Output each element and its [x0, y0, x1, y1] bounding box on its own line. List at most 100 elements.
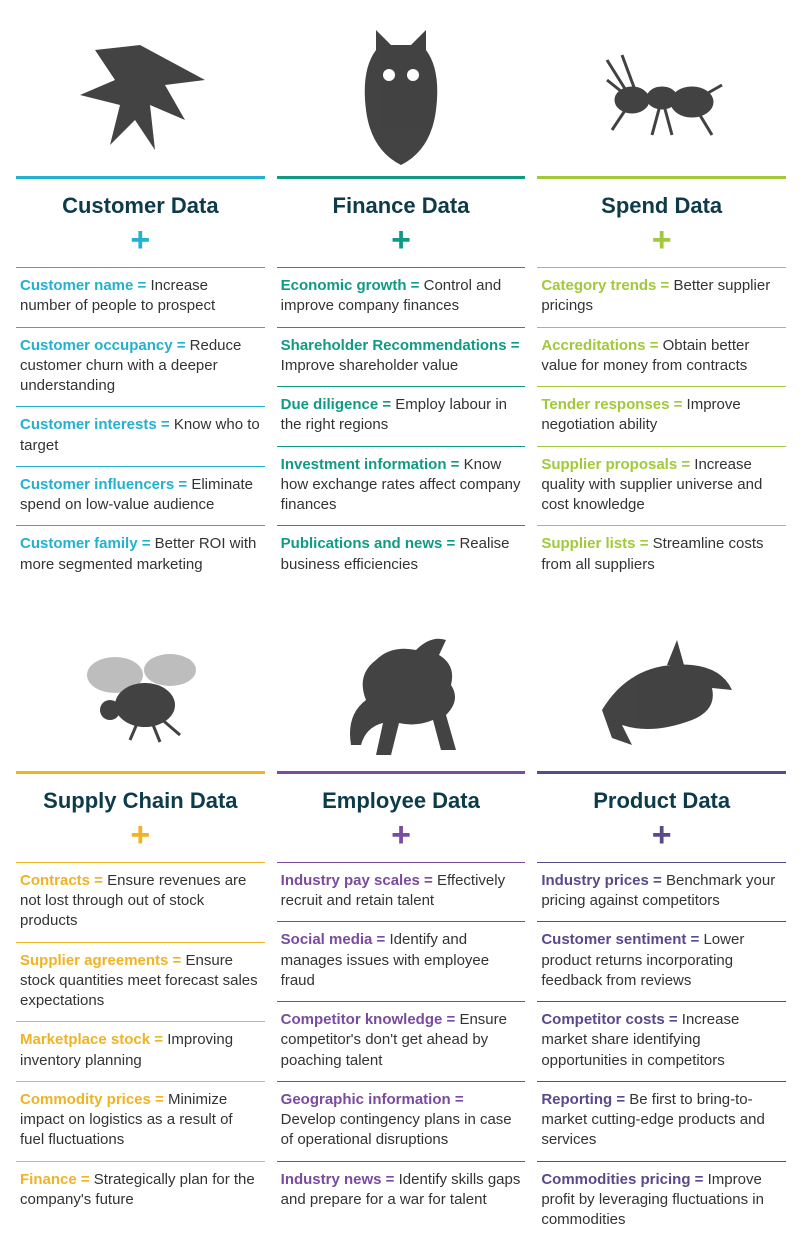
- list-item: Supplier proposals = Increase quality wi…: [537, 446, 786, 526]
- item-list: Economic growth = Control and improve co…: [277, 267, 526, 585]
- list-item: Industry pay scales = Effectively recrui…: [277, 862, 526, 922]
- item-term: Marketplace stock: [20, 1031, 150, 1048]
- item-term: Commodities pricing: [541, 1171, 690, 1188]
- equals-separator: =: [420, 872, 437, 889]
- accent-bar: [277, 771, 526, 774]
- list-item: Industry prices = Benchmark your pricing…: [537, 862, 786, 922]
- item-term: Social media: [281, 931, 373, 948]
- list-item: Investment information = Know how exchan…: [277, 446, 526, 526]
- list-item: Marketplace stock = Improving inventory …: [16, 1021, 265, 1081]
- item-term: Competitor costs: [541, 1011, 664, 1028]
- equals-separator: =: [133, 277, 150, 294]
- equals-separator: =: [407, 277, 424, 294]
- list-item: Customer sentiment = Lower product retur…: [537, 921, 786, 1001]
- plus-icon: +: [16, 818, 265, 852]
- item-term: Geographic information: [281, 1091, 451, 1108]
- list-item: Social media = Identify and manages issu…: [277, 921, 526, 1001]
- item-term: Shareholder Recommendations: [281, 337, 507, 354]
- list-item: Competitor knowledge = Ensure competitor…: [277, 1001, 526, 1081]
- item-term: Competitor knowledge: [281, 1011, 443, 1028]
- equals-separator: =: [442, 1011, 459, 1028]
- equals-separator: =: [90, 872, 107, 889]
- list-item: Shareholder Recommendations = Improve sh…: [277, 327, 526, 387]
- column-customer: Customer Data+Customer name = Increase n…: [16, 20, 265, 585]
- eagle-icon: [16, 20, 265, 170]
- bee-icon: [16, 615, 265, 765]
- accent-bar: [537, 771, 786, 774]
- item-term: Industry pay scales: [281, 872, 420, 889]
- equals-separator: =: [382, 1171, 399, 1188]
- list-item: Commodity prices = Minimize impact on lo…: [16, 1081, 265, 1161]
- equals-separator: =: [150, 1031, 167, 1048]
- column-title: Customer Data: [16, 193, 265, 219]
- equals-separator: =: [646, 337, 663, 354]
- item-desc: Improve shareholder value: [281, 357, 459, 374]
- equals-separator: =: [378, 396, 395, 413]
- equals-separator: =: [174, 476, 191, 493]
- column-finance: Finance Data + Economic growth = Control a…: [277, 20, 526, 585]
- item-term: Finance: [20, 1171, 77, 1188]
- equals-separator: =: [451, 1091, 464, 1108]
- equals-separator: =: [656, 277, 673, 294]
- item-list: Contracts = Ensure revenues are not lost…: [16, 862, 265, 1220]
- list-item: Contracts = Ensure revenues are not lost…: [16, 862, 265, 942]
- list-item: Publications and news = Realise business…: [277, 525, 526, 585]
- item-term: Accreditations: [541, 337, 645, 354]
- column-title: Product Data: [537, 788, 786, 814]
- column-employee: Employee Data + Industry pay scales = Effe…: [277, 615, 526, 1241]
- list-item: Supplier lists = Streamline costs from a…: [537, 525, 786, 585]
- list-item: Finance = Strategically plan for the com…: [16, 1161, 265, 1221]
- list-item: Competitor costs = Increase market share…: [537, 1001, 786, 1081]
- accent-bar: [16, 176, 265, 179]
- list-item: Industry news = Identify skills gaps and…: [277, 1161, 526, 1221]
- equals-separator: =: [157, 416, 174, 433]
- item-term: Commodity prices: [20, 1091, 151, 1108]
- list-item: Customer occupancy = Reduce customer chu…: [16, 327, 265, 407]
- item-list: Category trends = Better supplier pricin…: [537, 267, 786, 585]
- item-term: Supplier proposals: [541, 456, 677, 473]
- item-term: Publications and news: [281, 535, 443, 552]
- item-term: Contracts: [20, 872, 90, 889]
- plus-icon: +: [277, 223, 526, 257]
- equals-separator: =: [138, 535, 155, 552]
- accent-bar: [16, 771, 265, 774]
- item-term: Economic growth: [281, 277, 407, 294]
- plus-icon: +: [537, 818, 786, 852]
- equals-separator: =: [686, 931, 703, 948]
- column-title: Finance Data: [277, 193, 526, 219]
- list-item: Geographic information = Develop conting…: [277, 1081, 526, 1161]
- accent-bar: [277, 176, 526, 179]
- item-term: Industry news: [281, 1171, 382, 1188]
- ant-icon: [537, 20, 786, 170]
- list-item: Category trends = Better supplier pricin…: [537, 267, 786, 327]
- column-title: Supply Chain Data: [16, 788, 265, 814]
- equals-separator: =: [442, 535, 459, 552]
- list-item: Supplier agreements = Ensure stock quant…: [16, 942, 265, 1022]
- equals-separator: =: [447, 456, 464, 473]
- equals-separator: =: [168, 952, 185, 969]
- item-term: Customer name: [20, 277, 133, 294]
- list-item: Customer name = Increase number of peopl…: [16, 267, 265, 327]
- item-term: Supplier agreements: [20, 952, 168, 969]
- item-list: Customer name = Increase number of peopl…: [16, 267, 265, 585]
- list-item: Due diligence = Employ labour in the rig…: [277, 386, 526, 446]
- item-term: Industry prices: [541, 872, 649, 889]
- item-list: Industry pay scales = Effectively recrui…: [277, 862, 526, 1220]
- list-item: Customer interests = Know who to target: [16, 406, 265, 466]
- plus-icon: +: [277, 818, 526, 852]
- list-item: Accreditations = Obtain better value for…: [537, 327, 786, 387]
- item-term: Investment information: [281, 456, 447, 473]
- item-desc: Develop contingency plans in case of ope…: [281, 1111, 512, 1148]
- equals-separator: =: [665, 1011, 682, 1028]
- accent-bar: [537, 176, 786, 179]
- item-term: Customer interests: [20, 416, 157, 433]
- item-term: Supplier lists: [541, 535, 635, 552]
- equals-separator: =: [669, 396, 686, 413]
- column-title: Employee Data: [277, 788, 526, 814]
- column-spend: Spend Data+Category trends = Better supp…: [537, 20, 786, 585]
- equals-separator: =: [151, 1091, 168, 1108]
- item-term: Due diligence: [281, 396, 379, 413]
- item-term: Customer occupancy: [20, 337, 173, 354]
- item-term: Customer family: [20, 535, 138, 552]
- plus-icon: +: [537, 223, 786, 257]
